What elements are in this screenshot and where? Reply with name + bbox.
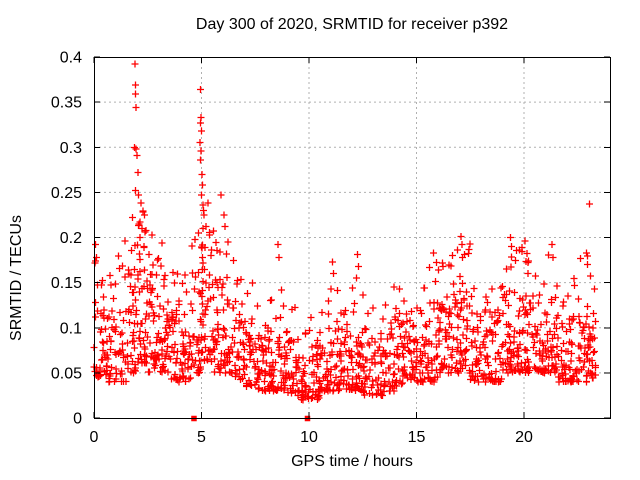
x-tick-label: 5	[197, 429, 206, 446]
chart-title: Day 300 of 2020, SRMTID for receiver p39…	[195, 16, 509, 33]
x-tick-label: 20	[515, 429, 533, 446]
x-tick-label: 0	[90, 429, 99, 446]
y-tick-label: 0.15	[51, 275, 82, 292]
y-tick-label: 0.2	[60, 230, 82, 247]
y-tick-label: 0.05	[51, 365, 82, 382]
x-axis-label: GPS time / hours	[291, 453, 413, 470]
grid-lines	[94, 57, 610, 418]
y-tick-label: 0.3	[60, 140, 82, 157]
y-tick-label: 0.4	[60, 50, 82, 67]
y-tick-label: 0	[73, 411, 82, 428]
data-points-plus-markers	[90, 60, 599, 404]
y-tick-label: 0.1	[60, 320, 82, 337]
y-tick-label: 0.35	[51, 95, 82, 112]
x-tick-label: 10	[300, 429, 318, 446]
y-tick-label: 0.25	[51, 185, 82, 202]
plot-border	[94, 57, 611, 419]
x-tick-label: 15	[408, 429, 426, 446]
